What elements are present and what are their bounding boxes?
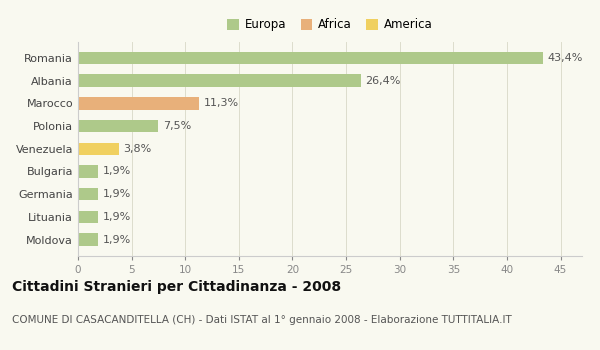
Text: 7,5%: 7,5% — [163, 121, 191, 131]
Bar — [78, 188, 98, 201]
Text: Cittadini Stranieri per Cittadinanza - 2008: Cittadini Stranieri per Cittadinanza - 2… — [12, 280, 341, 294]
Text: 1,9%: 1,9% — [103, 234, 131, 245]
Text: 1,9%: 1,9% — [103, 189, 131, 199]
Text: 43,4%: 43,4% — [548, 53, 583, 63]
Bar — [78, 165, 98, 178]
Text: 1,9%: 1,9% — [103, 167, 131, 176]
Text: 11,3%: 11,3% — [203, 98, 239, 108]
Text: 26,4%: 26,4% — [365, 76, 401, 86]
Text: 1,9%: 1,9% — [103, 212, 131, 222]
Text: 3,8%: 3,8% — [123, 144, 151, 154]
Bar — [78, 97, 199, 110]
Bar — [78, 75, 361, 87]
Bar — [78, 142, 119, 155]
Legend: Europa, Africa, America: Europa, Africa, America — [223, 14, 437, 36]
Text: COMUNE DI CASACANDITELLA (CH) - Dati ISTAT al 1° gennaio 2008 - Elaborazione TUT: COMUNE DI CASACANDITELLA (CH) - Dati IST… — [12, 315, 512, 325]
Bar — [78, 52, 544, 64]
Bar — [78, 120, 158, 132]
Bar — [78, 211, 98, 223]
Bar — [78, 233, 98, 246]
